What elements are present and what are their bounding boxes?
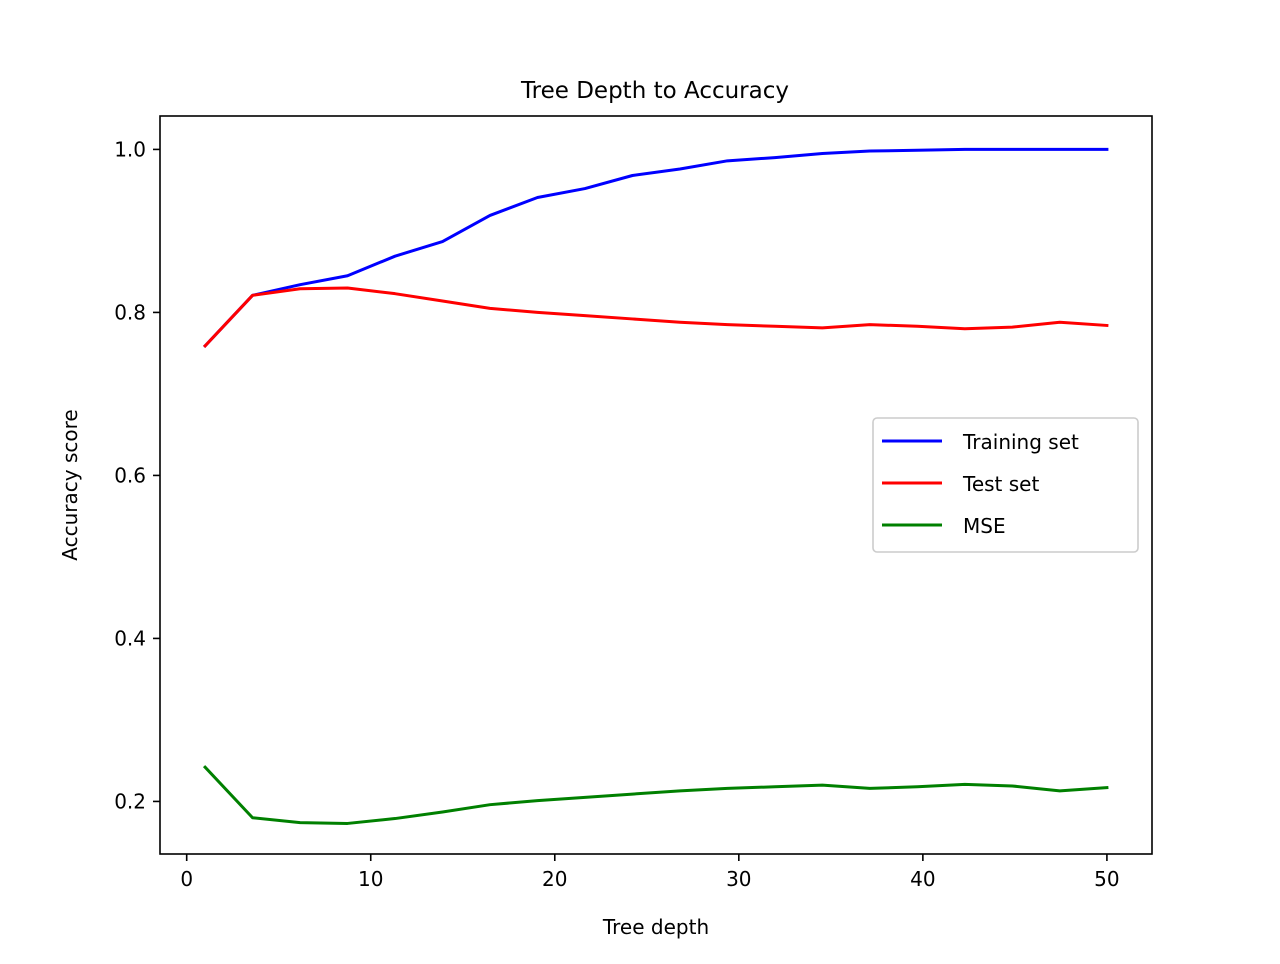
y-tick-label: 0.6 — [114, 463, 146, 487]
series-line-mse — [202, 765, 1109, 825]
x-tick-label: 40 — [910, 867, 935, 891]
plot-area-frame — [159, 115, 1153, 855]
legend-label-mse: MSE — [963, 514, 1006, 538]
legend-label-training-set: Training set — [962, 430, 1079, 454]
legend-label-test-set: Test set — [962, 472, 1039, 496]
series-line-training-set — [202, 147, 1109, 348]
x-tick-label: 0 — [180, 867, 193, 891]
series-layer — [202, 147, 1109, 825]
x-tick-label: 50 — [1094, 867, 1119, 891]
x-axis: 0 10 20 30 40 50 — [180, 854, 1120, 891]
x-tick-label: 20 — [542, 867, 567, 891]
y-tick-label: 1.0 — [114, 137, 146, 161]
legend: Training set Test set MSE — [872, 417, 1139, 553]
series-line-test-set — [202, 286, 1109, 348]
x-axis-label: Tree depth — [602, 915, 709, 939]
chart-title: Tree Depth to Accuracy — [520, 78, 789, 104]
y-axis: 0.2 0.4 0.6 0.8 1.0 — [114, 137, 160, 813]
x-tick-label: 30 — [726, 867, 751, 891]
x-tick-label: 10 — [358, 867, 383, 891]
y-tick-label: 0.4 — [114, 626, 146, 650]
y-tick-label: 0.2 — [114, 789, 146, 813]
y-axis-label: Accuracy score — [58, 409, 82, 560]
legend-box — [872, 417, 1139, 553]
y-tick-label: 0.8 — [114, 300, 146, 324]
